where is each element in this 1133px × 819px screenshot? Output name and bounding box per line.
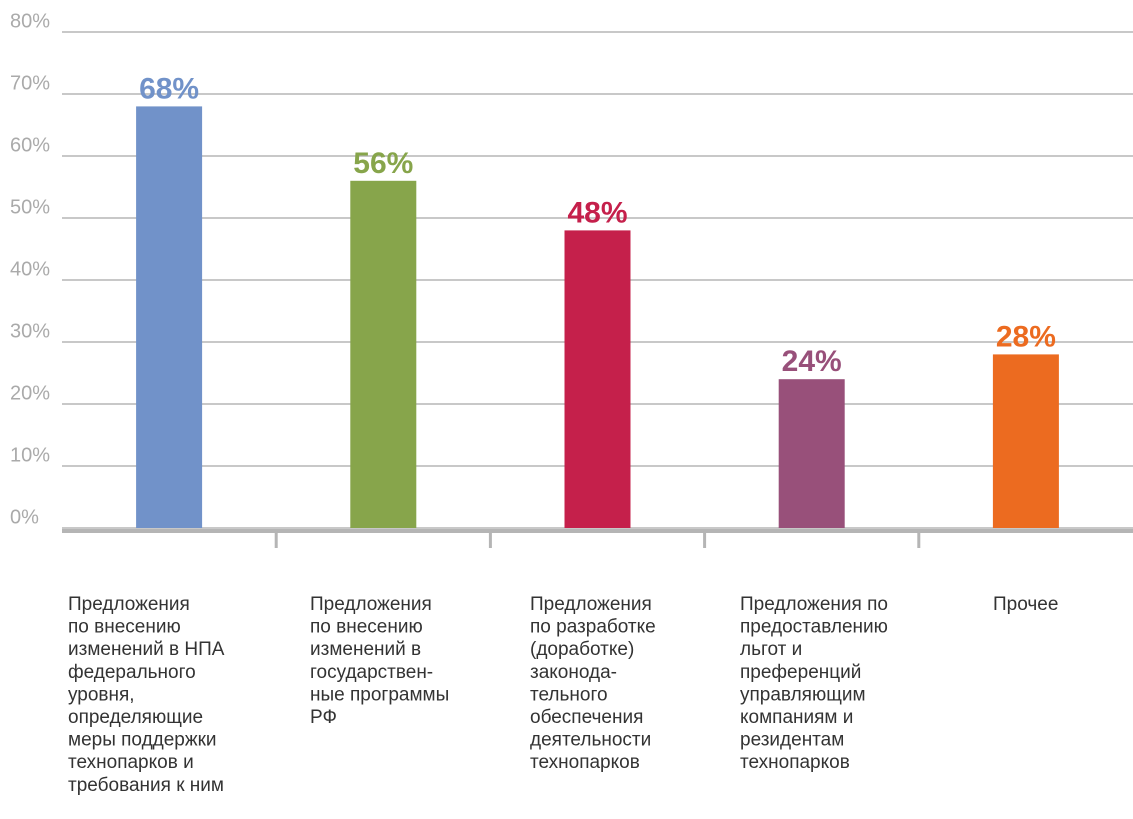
value-label: 24%	[782, 345, 842, 378]
y-tick-label: 30%	[10, 320, 50, 342]
x-tick-label: ные программы	[310, 684, 449, 705]
x-tick-label: обеспечения	[530, 707, 643, 728]
x-tick-label: Предложения	[68, 594, 190, 615]
x-tick-label: уровня,	[68, 684, 135, 705]
x-tick-label: Предложения	[310, 594, 432, 615]
x-tick-label: технопарков и	[68, 752, 194, 773]
x-tick-label: законода-	[530, 662, 617, 683]
y-tick-label: 50%	[10, 196, 50, 218]
value-label: 48%	[567, 196, 627, 229]
bar	[136, 106, 203, 529]
x-tick-label: государствен-	[310, 662, 433, 683]
x-tick-label: РФ	[310, 707, 337, 728]
value-label: 56%	[353, 147, 413, 180]
bar	[992, 354, 1059, 528]
x-tick-label: тельного	[530, 684, 608, 705]
x-tick-label: управляющим	[740, 684, 866, 705]
x-tick-label: резидентам	[740, 730, 844, 751]
x-tick-label: технопарков	[530, 752, 640, 773]
bar	[564, 230, 631, 528]
y-tick-label: 40%	[10, 258, 50, 280]
x-tick-label: Прочее	[993, 594, 1058, 615]
x-tick-label: технопарков	[740, 752, 850, 773]
x-tick-label: льгот и	[740, 639, 802, 660]
x-tick-label: меры поддержки	[68, 730, 217, 751]
x-tick-label: определяющие	[68, 707, 203, 728]
y-tick-label: 10%	[10, 444, 50, 466]
y-tick-label: 0%	[10, 506, 39, 528]
x-tick-label: по внесению	[68, 617, 181, 638]
x-tick-label: (доработке)	[530, 639, 634, 660]
x-tick-label: по внесению	[310, 617, 423, 638]
x-tick-label: требования к ним	[68, 775, 224, 796]
bar	[778, 379, 845, 528]
value-label: 68%	[139, 72, 199, 105]
x-tick-label: преференций	[740, 662, 861, 683]
x-tick-label: деятельности	[530, 730, 651, 751]
x-tick-label: компаниям и	[740, 707, 853, 728]
x-tick-label: изменений в	[310, 639, 421, 660]
bar	[350, 180, 417, 529]
x-tick-label: Предложения	[530, 594, 652, 615]
x-tick-label: Предложения по	[740, 594, 888, 615]
x-tick-label: предоставлению	[740, 617, 888, 638]
x-tick-label: изменений в НПА	[68, 639, 225, 660]
y-tick-label: 60%	[10, 134, 50, 156]
y-tick-label: 20%	[10, 382, 50, 404]
x-tick-label: по разработке	[530, 617, 656, 638]
y-tick-label: 80%	[10, 10, 50, 32]
x-tick-label: федерального	[68, 662, 196, 683]
value-label: 28%	[996, 320, 1056, 353]
y-tick-label: 70%	[10, 72, 50, 94]
